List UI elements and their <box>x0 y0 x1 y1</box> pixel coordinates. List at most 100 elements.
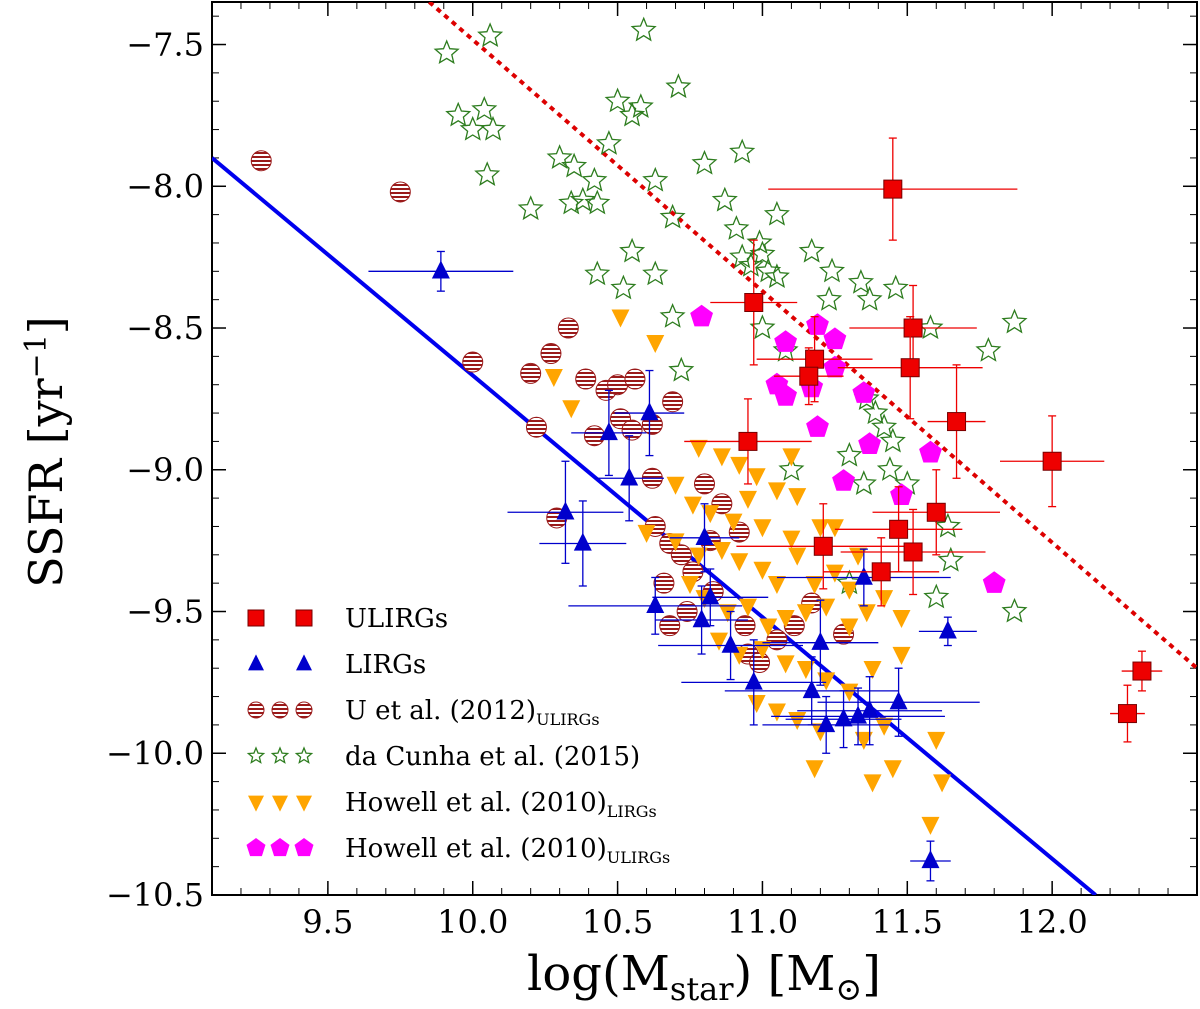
star-marker <box>642 166 669 192</box>
data-point <box>883 760 902 779</box>
data-point <box>744 293 764 313</box>
hatched-circle-marker <box>557 317 579 339</box>
data-point <box>862 399 889 425</box>
triangle-marker <box>811 631 830 650</box>
hatched-circle-marker <box>653 572 675 594</box>
triangle-down-marker <box>796 661 815 680</box>
data-point <box>811 631 830 650</box>
data-point <box>569 186 596 212</box>
square-marker <box>926 502 946 522</box>
star-marker <box>665 73 692 99</box>
hatched-circle-marker <box>520 362 542 384</box>
data-point <box>747 468 766 487</box>
data-point <box>691 149 718 175</box>
data-point <box>695 527 714 545</box>
data-point <box>863 661 882 680</box>
triangle-down-marker <box>782 530 801 549</box>
data-point <box>646 595 665 614</box>
data-point <box>557 317 579 339</box>
star-marker <box>561 152 588 178</box>
data-point <box>782 448 801 467</box>
star-marker <box>479 115 507 141</box>
data-point <box>776 655 795 674</box>
triangle-down-marker <box>788 488 807 507</box>
data-point <box>689 439 708 458</box>
data-point <box>858 432 881 454</box>
data-point <box>712 541 731 560</box>
triangle-marker <box>695 527 714 545</box>
star-marker <box>659 303 686 328</box>
data-point <box>806 415 829 437</box>
data-point <box>561 152 588 178</box>
data-point <box>1132 661 1152 681</box>
data-point <box>825 519 844 538</box>
triangle-down-marker <box>840 683 859 702</box>
pentagon-marker <box>690 304 713 327</box>
data-point <box>919 440 942 463</box>
data-point <box>729 138 756 164</box>
star-marker <box>619 101 646 127</box>
data-point <box>474 161 501 186</box>
data-point <box>730 553 749 572</box>
triangle-down-marker <box>747 695 766 714</box>
data-point <box>721 634 740 653</box>
data-point <box>903 542 923 562</box>
star-marker <box>610 274 637 300</box>
data-point <box>825 564 844 583</box>
square-marker <box>247 609 265 627</box>
x-tick-label: 12.0 <box>1017 903 1088 941</box>
legend-entry: U et al. (2012)ULIRGs <box>247 696 600 729</box>
triangle-down-marker <box>782 448 801 467</box>
star-marker <box>819 257 846 283</box>
hatched-circle-marker <box>247 701 265 719</box>
data-point <box>875 590 894 609</box>
data-point <box>854 566 873 585</box>
data-point <box>840 581 859 600</box>
legend-marker <box>295 701 313 719</box>
triangle-marker <box>573 532 592 551</box>
star-marker <box>847 269 875 294</box>
data-point <box>738 490 757 509</box>
triangle-down-marker <box>767 575 786 594</box>
star-marker <box>755 257 782 283</box>
triangle-marker <box>849 705 868 724</box>
triangle-marker <box>817 714 836 733</box>
data-point <box>737 251 764 277</box>
triangle-down-marker <box>712 541 731 560</box>
y-tick-label: −9.0 <box>126 451 204 489</box>
star-marker <box>569 186 596 212</box>
square-marker <box>1042 451 1062 471</box>
data-point <box>611 309 630 328</box>
triangle-marker <box>744 671 763 690</box>
triangle-marker <box>646 595 665 614</box>
data-point <box>805 760 824 779</box>
star-marker <box>923 583 950 609</box>
data-point <box>619 101 646 127</box>
data-point <box>834 708 853 727</box>
legend-marker <box>270 746 290 764</box>
data-point <box>620 467 639 486</box>
data-point <box>776 609 795 628</box>
triangle-down-marker <box>811 519 830 538</box>
data-point <box>817 672 836 691</box>
legend-marker <box>247 701 265 719</box>
hatched-circle-marker <box>389 181 411 203</box>
data-point <box>832 469 855 491</box>
star-marker <box>691 149 718 175</box>
data-point <box>709 632 728 651</box>
data-point <box>646 334 665 353</box>
pentagon-marker <box>858 432 881 454</box>
data-point <box>817 598 836 617</box>
triangle-down-marker <box>689 439 708 458</box>
triangle-down-marker <box>730 553 749 572</box>
data-point <box>747 695 766 714</box>
star-marker <box>445 101 472 127</box>
pentagon-marker <box>806 415 829 437</box>
star-marker <box>471 96 498 121</box>
triangle-marker <box>599 422 618 441</box>
star-marker <box>474 161 501 186</box>
pentagon-marker <box>852 381 876 403</box>
data-point <box>816 286 843 311</box>
hatched-circle-marker <box>783 615 805 637</box>
